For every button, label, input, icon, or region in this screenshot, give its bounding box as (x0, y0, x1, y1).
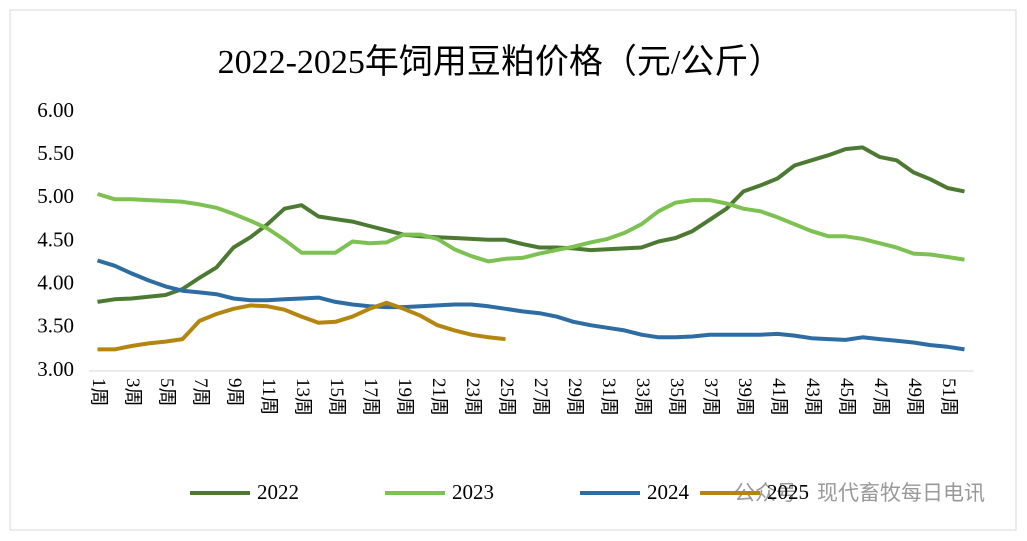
series-line (96, 258, 965, 352)
x-tick-label: 31周 (598, 378, 619, 416)
y-tick-label: 4.50 (37, 227, 74, 251)
legend-label: 2024 (647, 480, 690, 504)
y-tick-label: 3.00 (37, 357, 74, 381)
chart-border (9, 9, 1017, 531)
y-tick-label: 5.50 (37, 141, 74, 165)
x-tick-label: 51周 (938, 378, 959, 416)
x-tick-label: 13周 (292, 378, 313, 416)
x-tick-label: 35周 (666, 378, 687, 416)
y-tick-label: 4.00 (37, 270, 74, 294)
x-tick-label: 15周 (326, 378, 347, 416)
chart-title: 2022-2025年饲用豆粕价格（元/公斤） (218, 43, 783, 81)
y-tick-label: 3.50 (37, 314, 74, 338)
x-tick-label: 23周 (462, 378, 483, 416)
x-tick-label: 47周 (870, 378, 891, 416)
x-tick-label: 19周 (394, 378, 415, 416)
x-tick-label: 43周 (802, 378, 823, 416)
x-tick-label: 3周 (122, 378, 143, 407)
x-tick-label: 45周 (836, 378, 857, 416)
watermark: 公众号 · 现代畜牧每日电讯 (734, 481, 985, 505)
y-tick-label: 5.00 (37, 184, 74, 208)
x-tick-label: 9周 (224, 378, 245, 407)
x-tick-label: 5周 (156, 378, 177, 407)
x-tick-label: 27周 (530, 378, 551, 416)
x-tick-label: 41周 (768, 378, 789, 416)
x-tick-label: 39周 (734, 378, 755, 416)
legend-label: 2023 (452, 480, 494, 504)
legend-label: 2022 (257, 480, 299, 504)
x-tick-label: 29周 (564, 378, 585, 416)
x-tick-label: 33周 (632, 378, 653, 416)
y-tick-label: 6.00 (37, 98, 74, 122)
series-line (96, 192, 965, 264)
x-tick-label: 37周 (700, 378, 721, 416)
x-tick-label: 7周 (190, 378, 211, 407)
x-tick-label: 49周 (904, 378, 925, 416)
series-line (97, 145, 965, 304)
series-line (97, 300, 506, 352)
legend-label: 2025 (767, 480, 809, 504)
x-tick-label: 17周 (360, 378, 381, 416)
x-tick-label: 25周 (496, 378, 517, 416)
x-tick-label: 1周 (88, 378, 109, 407)
x-tick-label: 11周 (258, 378, 279, 415)
x-tick-label: 21周 (428, 378, 449, 416)
